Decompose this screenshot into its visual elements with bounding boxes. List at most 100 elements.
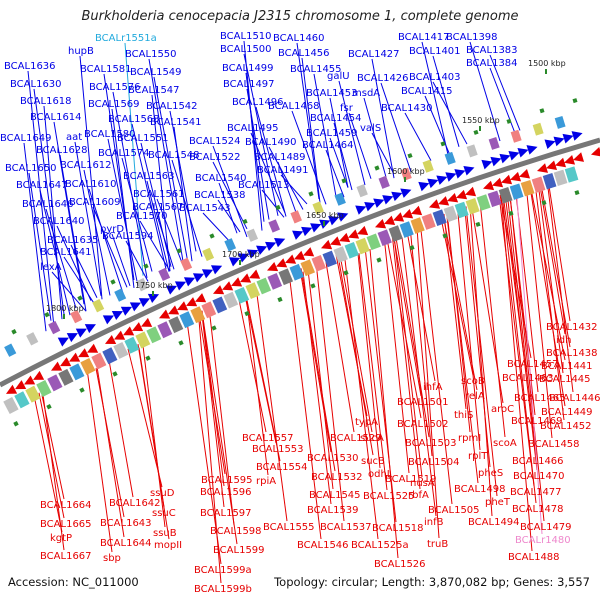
gene-label-bcal1464[interactable]: BCAL1464 [302,140,354,151]
gene-label-bcal1609[interactable]: BCAL1609 [69,197,121,208]
gene-label-bcal1643[interactable]: BCAL1643 [100,518,152,529]
gene-label-bcal1529[interactable]: BCAL1529 [330,433,382,444]
gene-label-bcal1453[interactable]: BCAL1453 [306,88,358,99]
gene-label-mopii[interactable]: mopII [154,540,182,551]
gene-label-bcal1667[interactable]: BCAL1667 [40,551,92,562]
gene-label-bcal1401[interactable]: BCAL1401 [409,46,461,57]
gene-label-hupb[interactable]: hupB [68,46,94,57]
gene-label-kgtp[interactable]: kgtP [50,533,72,544]
gene-label-bcal1532[interactable]: BCAL1532 [311,472,363,483]
gene-label-bcal1599a[interactable]: BCAL1599a [194,565,252,576]
gene-label-bcal1542[interactable]: BCAL1542 [146,101,198,112]
gene-label-bcal1460[interactable]: BCAL1460 [273,33,325,44]
gene-label-bcal1499[interactable]: BCAL1499 [222,63,274,74]
gene-label-bcal1417[interactable]: BCAL1417 [398,32,450,43]
gene-label-lexa[interactable]: lexA [40,262,62,273]
gene-label-bcal1568[interactable]: BCAL1568 [108,114,160,125]
gene-label-bcal1642[interactable]: BCAL1642 [109,498,161,509]
gene-label-bcal1546[interactable]: BCAL1546 [297,540,349,551]
gene-label-bcal1553[interactable]: BCAL1553 [252,444,304,455]
gene-label-bcal1470[interactable]: BCAL1470 [513,471,565,482]
gene-label-bcal1537[interactable]: BCAL1537 [320,522,372,533]
gene-label-bcal1594[interactable]: BCAL1594 [102,231,154,242]
gene-label-bcal1522[interactable]: BCAL1522 [189,152,241,163]
gene-label-bcal1574[interactable]: BCAL1574 [98,148,150,159]
gene-label-bcal1650[interactable]: BCAL1650 [5,163,57,174]
gene-label-vals[interactable]: valS [360,123,381,134]
gene-label-bcalr1551a[interactable]: BCALr1551a [95,33,157,44]
gene-label-bcal1646[interactable]: BCAL1646 [22,199,74,210]
gene-label-rela[interactable]: relA [465,391,485,402]
gene-label-bcal1598[interactable]: BCAL1598 [210,526,262,537]
gene-label-bcal1466[interactable]: BCAL1466 [512,456,564,467]
gene-label-bcal1551[interactable]: BCAL1551 [117,133,169,144]
gene-label-bcal1614[interactable]: BCAL1614 [30,112,82,123]
gene-label-bcal1398[interactable]: BCAL1398 [446,32,498,43]
gene-label-rplt[interactable]: rplT [468,451,488,462]
gene-label-bcal1519[interactable]: BCAL1519 [385,474,437,485]
gene-label-bcal1494[interactable]: BCAL1494 [468,517,520,528]
gene-label-bcal1449[interactable]: BCAL1449 [541,407,593,418]
gene-label-phet[interactable]: pheT [485,497,511,508]
gene-label-bcal1497[interactable]: BCAL1497 [223,79,275,90]
gene-label-bcal1597[interactable]: BCAL1597 [200,508,252,519]
gene-label-bcal1383[interactable]: BCAL1383 [466,45,518,56]
gene-label-bcal1491[interactable]: BCAL1491 [257,165,309,176]
gene-label-bcal1543[interactable]: BCAL1543 [179,203,231,214]
gene-label-sbp[interactable]: sbp [103,553,121,564]
gene-label-rpia[interactable]: rpiA [256,476,276,487]
gene-label-bcal1441[interactable]: BCAL1441 [541,361,593,372]
gene-label-bcal1570[interactable]: BCAL1570 [116,211,168,222]
gene-label-bcal1580[interactable]: BCAL1580 [84,129,136,140]
gene-label-bcal1445[interactable]: BCAL1445 [539,374,591,385]
gene-label-aroc[interactable]: aroC [491,404,514,415]
gene-label-bcal1489[interactable]: BCAL1489 [254,152,306,163]
gene-label-bcal1641[interactable]: BCAL1641 [40,247,92,258]
gene-label-bcal1555[interactable]: BCAL1555 [263,522,315,533]
gene-label-bcal1469[interactable]: BCAL1469 [511,416,563,427]
gene-label-bcal1500[interactable]: BCAL1500 [220,44,272,55]
gene-label-bcal1599b[interactable]: BCAL1599b [194,584,252,595]
gene-label-bcal1524[interactable]: BCAL1524 [189,136,241,147]
gene-label-bcal1569[interactable]: BCAL1569 [88,99,140,110]
gene-label-aat[interactable]: aat [66,132,82,143]
gene-label-suca[interactable]: sucA [360,433,384,444]
gene-label-bcal1426[interactable]: BCAL1426 [357,73,409,84]
gene-label-bcal1504[interactable]: BCAL1504 [408,457,460,468]
gene-label-bcal1510[interactable]: BCAL1510 [220,31,272,42]
gene-label-bcal1548[interactable]: BCAL1548 [148,150,200,161]
gene-label-bcal1649[interactable]: BCAL1649 [0,133,52,144]
gene-label-bcal1446[interactable]: BCAL1446 [549,393,600,404]
gene-label-bcal1455[interactable]: BCAL1455 [290,64,342,75]
gene-label-bcal1595[interactable]: BCAL1595 [201,475,253,486]
gene-label-bcal1596[interactable]: BCAL1596 [200,487,252,498]
gene-label-galu[interactable]: galU [327,71,350,82]
gene-label-bcal1465[interactable]: BCAL1465 [514,393,566,404]
gene-label-bcal1501[interactable]: BCAL1501 [397,397,449,408]
gene-label-idh[interactable]: idh [556,335,571,346]
gene-label-phes[interactable]: pheS [478,468,503,479]
gene-label-rpmi[interactable]: rpmI [458,433,481,444]
gene-label-bcal1495[interactable]: BCAL1495 [227,123,279,134]
gene-label-bcal1557[interactable]: BCAL1557 [242,433,294,444]
gene-label-bcal1457[interactable]: BCAL1457 [507,359,559,370]
gene-label-msda[interactable]: msdA [352,88,380,99]
gene-label-ssuc[interactable]: ssuC [152,508,176,519]
gene-label-pyrd[interactable]: pyrD [100,224,124,235]
gene-label-bcal1549[interactable]: BCAL1549 [130,67,182,78]
gene-label-bcal1599[interactable]: BCAL1599 [213,545,265,556]
gene-label-bcal1432[interactable]: BCAL1432 [546,322,598,333]
gene-label-bcal1640[interactable]: BCAL1640 [33,216,85,227]
gene-label-bcal1496[interactable]: BCAL1496 [232,97,284,108]
gene-label-bcal1459[interactable]: BCAL1459 [306,128,358,139]
gene-label-bcal1468[interactable]: BCAL1468 [268,101,320,112]
gene-label-bcal1463[interactable]: BCAL1463 [502,373,554,384]
gene-label-rbfa[interactable]: rbfA [408,490,429,501]
gene-label-bcal1488[interactable]: BCAL1488 [508,552,560,563]
gene-label-bcal1415[interactable]: BCAL1415 [401,86,453,97]
gene-label-bcalr1480[interactable]: BCALr1480 [515,535,571,546]
gene-label-bcal1540[interactable]: BCAL1540 [195,173,247,184]
gene-label-bcal1518[interactable]: BCAL1518 [372,523,424,534]
gene-label-bcal1456[interactable]: BCAL1456 [278,48,330,59]
gene-label-bcal1644[interactable]: BCAL1644 [100,538,152,549]
